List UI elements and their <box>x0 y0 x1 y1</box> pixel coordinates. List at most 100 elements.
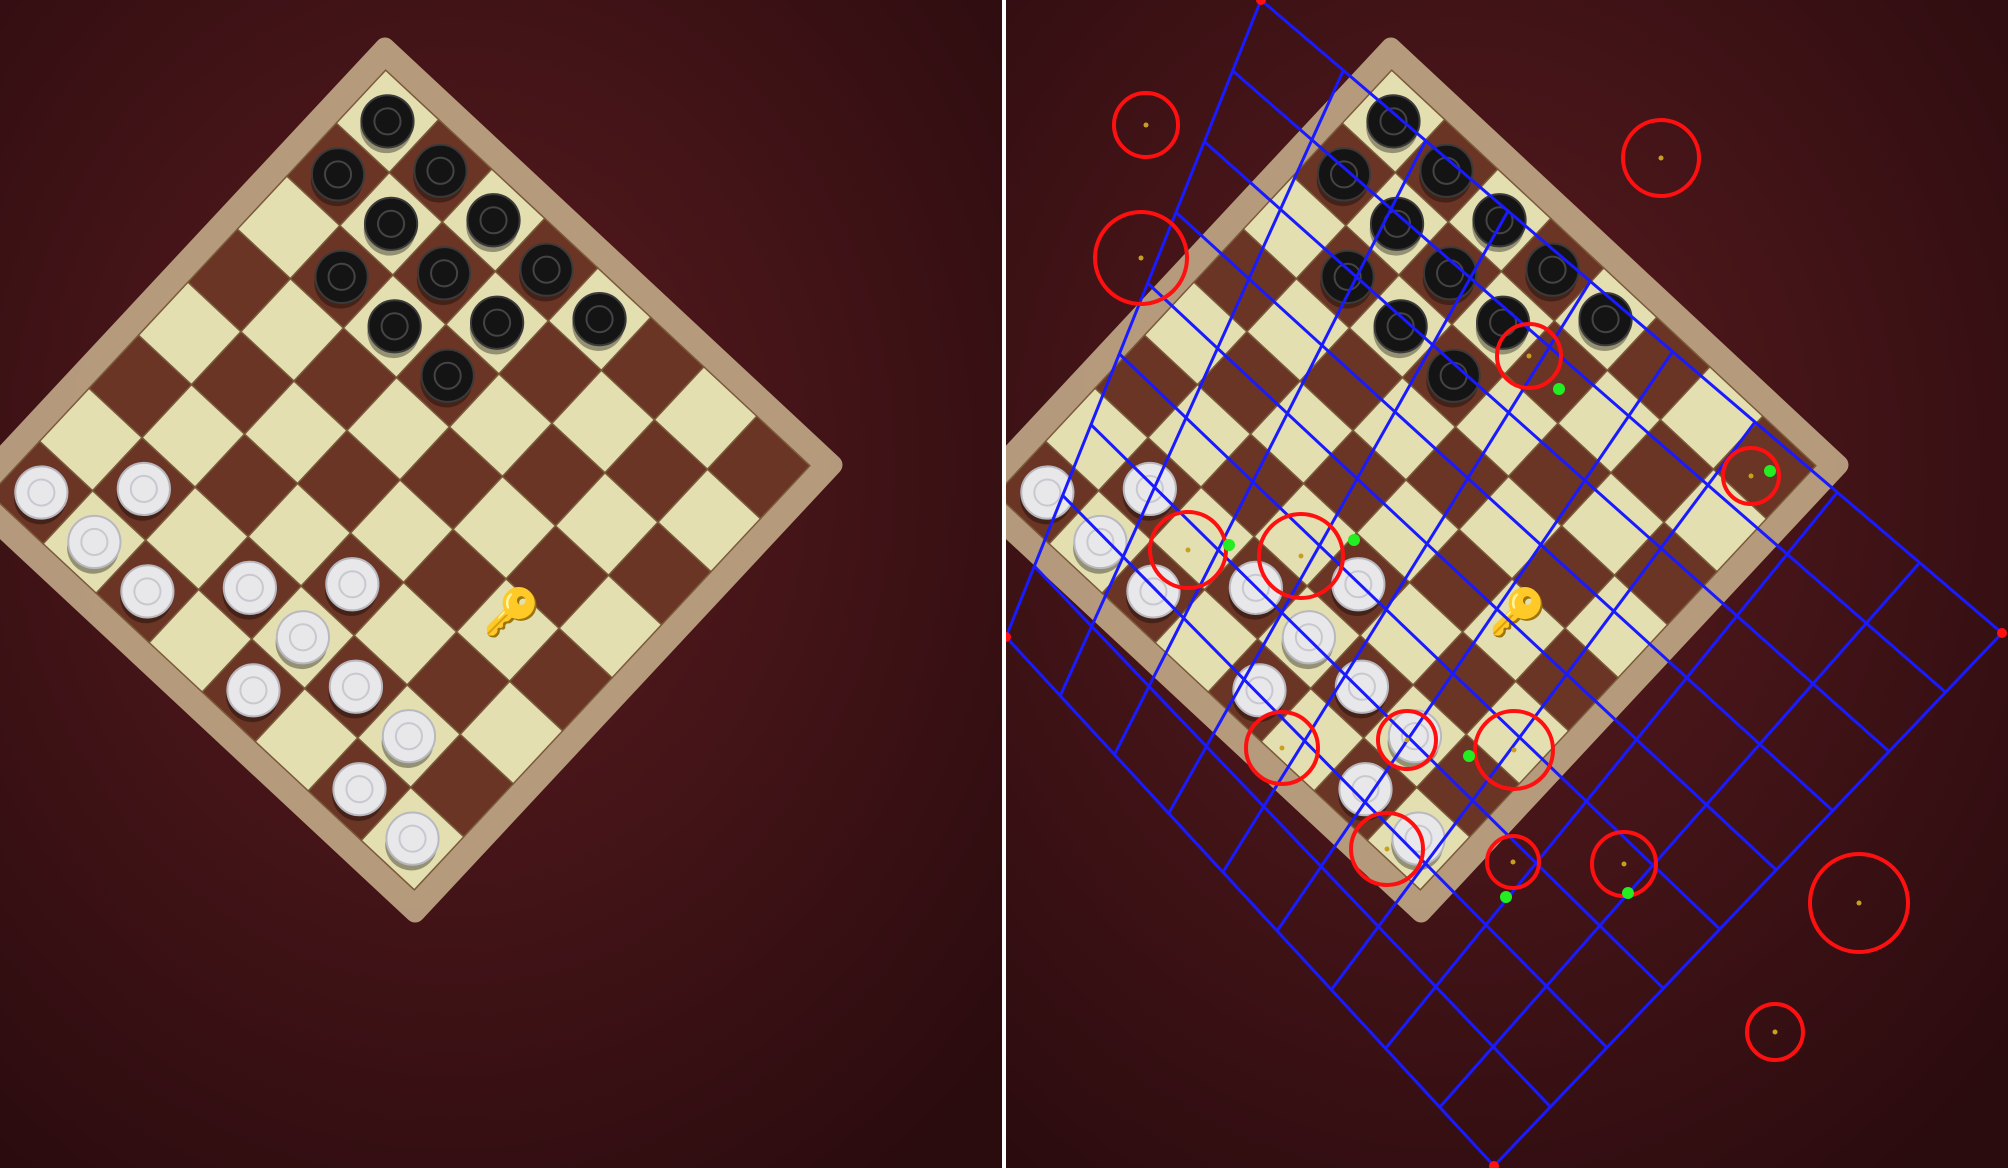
bottom-border <box>0 1168 2008 1172</box>
grid-line <box>1058 69 1345 697</box>
board-detection-overlay: 🔑 <box>1006 0 2008 1168</box>
black-checker-piece <box>413 143 468 198</box>
detection-circle <box>1257 512 1345 600</box>
checkers-board <box>0 37 843 923</box>
detection-overlay-panel: 🔑 <box>1006 0 2008 1168</box>
black-checker-piece-ring <box>1538 255 1567 284</box>
black-checker-piece <box>314 249 369 304</box>
detection-marker <box>1348 534 1360 546</box>
white-checker-piece-ring <box>288 623 317 652</box>
white-checker-piece <box>67 514 122 570</box>
white-checker-piece-ring <box>27 478 56 507</box>
white-checker-piece-ring <box>1347 672 1376 701</box>
white-checker-piece <box>1122 461 1177 517</box>
detection-marker <box>1764 465 1776 477</box>
white-checker-piece <box>116 461 171 517</box>
black-checker-piece <box>1422 246 1478 301</box>
panel-divider <box>1002 0 1006 1172</box>
black-checker-piece <box>1426 348 1481 403</box>
black-checker-piece-ring <box>585 305 614 334</box>
detection-circle <box>1244 710 1320 786</box>
black-checker-piece <box>519 242 574 297</box>
black-checker-piece-ring <box>1329 160 1359 189</box>
black-checker-piece <box>1525 242 1580 297</box>
grid-line <box>1006 635 1496 1168</box>
grid-line <box>1146 282 1778 871</box>
black-checker-piece-ring <box>430 259 459 288</box>
grid-line <box>1174 211 1834 812</box>
black-checker-piece <box>470 295 525 350</box>
grid-line <box>1089 423 1665 990</box>
black-checker-piece <box>1373 299 1428 354</box>
white-checker-piece <box>1073 514 1128 570</box>
black-checker-piece <box>1419 143 1474 198</box>
detection-marker <box>1223 539 1235 551</box>
grid-line <box>1330 421 1757 991</box>
black-checker-piece <box>572 292 627 347</box>
detection-circle <box>1349 811 1425 887</box>
detection-circle <box>1721 446 1781 506</box>
detection-center <box>1298 553 1304 559</box>
white-checker-piece-ring <box>133 577 162 606</box>
white-checker-piece-ring <box>1033 478 1062 507</box>
white-checker-piece-ring <box>1245 676 1274 705</box>
grid-line <box>1384 491 1839 1050</box>
detection-circle <box>1745 1002 1805 1062</box>
grid-line <box>1231 69 1947 694</box>
white-checker-piece-ring <box>129 474 158 503</box>
detection-circle <box>1376 709 1438 771</box>
white-checker-piece <box>14 465 69 520</box>
black-checker-piece-ring <box>1333 262 1362 291</box>
black-checker-piece <box>416 246 472 301</box>
detection-center <box>1658 155 1664 161</box>
detection-circle <box>1495 322 1563 390</box>
grid-corner-marker <box>1997 628 2007 638</box>
black-checker-piece <box>367 299 422 354</box>
black-checker-piece <box>1369 196 1425 251</box>
black-checker-piece <box>1366 94 1421 149</box>
detection-circle <box>1093 210 1189 306</box>
black-checker-piece-ring <box>380 312 409 341</box>
detection-center <box>1772 1029 1778 1035</box>
black-checker-piece-ring <box>323 160 353 189</box>
detection-marker <box>1622 887 1634 899</box>
detection-center <box>1510 859 1516 865</box>
black-checker-piece <box>360 94 415 149</box>
black-checker-piece-ring <box>327 262 356 291</box>
white-checker-piece-ring <box>1139 577 1168 606</box>
detection-circle <box>1808 852 1910 954</box>
white-checker-piece <box>332 762 387 817</box>
black-checker-piece-ring <box>1432 156 1461 185</box>
black-checker-piece-ring <box>426 156 455 185</box>
grid-line <box>1113 139 1428 756</box>
grid-line <box>1275 350 1674 932</box>
white-checker-piece <box>325 557 380 612</box>
detection-center <box>1185 547 1191 553</box>
detection-center <box>1138 255 1144 261</box>
detection-marker <box>1553 383 1565 395</box>
white-checker-piece <box>1126 564 1181 619</box>
black-checker-piece-ring <box>1436 259 1465 288</box>
white-checker-piece <box>120 564 175 619</box>
black-checker-piece <box>1476 295 1531 350</box>
white-checker-piece <box>381 709 437 764</box>
black-checker-piece-ring <box>377 209 406 238</box>
white-checker-piece-ring <box>398 824 427 853</box>
white-checker-piece-ring <box>345 775 374 804</box>
black-checker-piece-ring <box>1591 305 1620 334</box>
white-checker-piece-ring <box>235 573 264 602</box>
detection-circle <box>1112 91 1180 159</box>
white-checker-piece <box>222 560 277 615</box>
white-checker-piece <box>385 811 440 866</box>
grid-line <box>1167 210 1510 815</box>
detection-circle <box>1485 834 1541 890</box>
detection-circle <box>1621 118 1701 198</box>
detection-center <box>1748 473 1754 479</box>
white-checker-piece-ring <box>341 672 370 701</box>
detection-center <box>1143 122 1149 128</box>
key-icon: 🔑 <box>483 584 540 640</box>
grid-line <box>1221 280 1592 873</box>
white-checker-piece-ring <box>1400 722 1429 751</box>
black-checker-piece-ring <box>532 255 561 284</box>
black-checker-piece-ring <box>483 308 512 337</box>
